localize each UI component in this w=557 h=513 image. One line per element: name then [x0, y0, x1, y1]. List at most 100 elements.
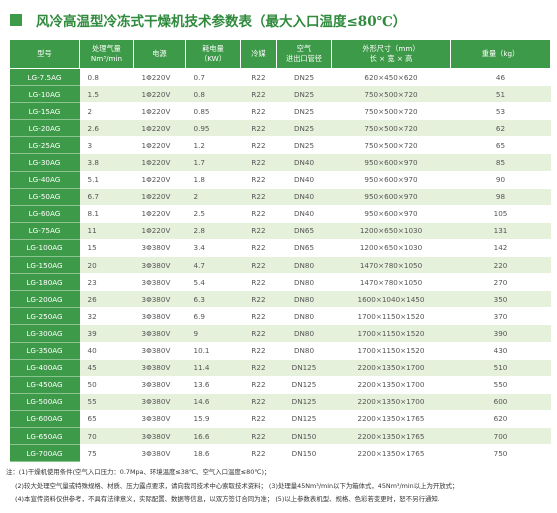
data-cell: 8.1	[79, 205, 134, 223]
data-cell: 3Φ380V	[133, 359, 186, 377]
data-cell: 70	[79, 427, 134, 446]
model-cell: LG-75AG	[9, 222, 80, 240]
data-cell: 15.9	[185, 410, 241, 428]
table-row: LG-20AG 2.6 1Φ220V 0.95 R22 DN25 750×500×720 62	[9, 119, 551, 138]
data-cell: R22	[240, 427, 277, 446]
data-cell: R22	[240, 376, 277, 394]
data-cell: 3.4	[185, 239, 241, 258]
model-cell: LG-500AG	[9, 393, 80, 411]
data-cell: 950×600×970	[331, 188, 451, 206]
data-cell: DN125	[276, 393, 332, 411]
table-row: LG-250AG 32 3Φ380V 6.9 R22 DN80 1700×1150×1520…	[9, 307, 551, 326]
data-cell: 98	[450, 188, 551, 206]
table-row: LG-7.5AG 0.8 1Φ220V 0.7 R22 DN25 620×450×620 46	[9, 68, 551, 87]
model-cell: LG-400AG	[9, 359, 80, 377]
data-cell: R22	[240, 153, 277, 172]
table-row: LG-10AG 1.5 1Φ220V 0.8 R22 DN25 750×500×720 51	[9, 85, 551, 104]
data-cell: DN40	[276, 171, 332, 189]
table-row: LG-75AG 11 1Φ220V 2.8 R22 DN65 1200×650×1030 13…	[9, 222, 551, 240]
note-line: (2)较大处理空气量或特殊规格、材质、压力露点要求，请向我司技术中心索取技术资料…	[15, 481, 459, 490]
data-cell: 350	[450, 290, 551, 309]
data-cell: 3Φ380V	[133, 290, 186, 309]
data-cell: DN25	[276, 85, 332, 104]
header-line: 处理气量	[92, 44, 121, 53]
header-line: 重量（kg）	[481, 49, 520, 58]
model-cell: LG-25AG	[9, 136, 80, 155]
data-cell: DN25	[276, 68, 332, 87]
model-cell: LG-450AG	[9, 376, 80, 394]
data-cell: 700	[450, 427, 551, 446]
data-cell: 390	[450, 324, 551, 343]
data-cell: R22	[240, 256, 277, 275]
data-cell: DN40	[276, 153, 332, 172]
data-cell: 0.95	[185, 119, 241, 138]
data-cell: 6.3	[185, 290, 241, 309]
data-cell: 1200×650×1030	[331, 222, 451, 240]
data-cell: 55	[79, 393, 134, 411]
data-cell: 62	[450, 119, 551, 138]
header-row: 型号 处理气量 Nm³/min 电源 耗电量 （KW） 冷媒 空气 进出口管径 外形尺寸（mm）长…	[9, 39, 551, 69]
header-cell: 重量（kg）	[450, 39, 551, 69]
data-cell: 1.5	[79, 85, 134, 104]
data-cell: 3Φ380V	[133, 444, 186, 463]
data-cell: R22	[240, 68, 277, 87]
data-cell: 1700×1150×1520	[331, 324, 451, 343]
data-cell: R22	[240, 290, 277, 309]
data-cell: DN80	[276, 290, 332, 309]
data-cell: DN80	[276, 342, 332, 360]
data-cell: 18.6	[185, 444, 241, 463]
data-cell: R22	[240, 307, 277, 326]
data-cell: 3Φ380V	[133, 410, 186, 428]
header-cell: 外形尺寸（mm）长 × 宽 × 高	[331, 39, 451, 69]
data-cell: 220	[450, 256, 551, 275]
model-cell: LG-350AG	[9, 342, 80, 360]
data-cell: 4.7	[185, 256, 241, 275]
data-cell: 750×500×720	[331, 119, 451, 138]
data-cell: 23	[79, 273, 134, 292]
data-cell: 3Φ380V	[133, 393, 186, 411]
data-cell: 1Φ220V	[133, 153, 186, 172]
data-cell: 1.7	[185, 153, 241, 172]
data-cell: 105	[450, 205, 551, 223]
data-cell: 2200×1350×1765	[331, 410, 451, 428]
data-cell: 6.7	[79, 188, 134, 206]
table-row: LG-600AG 65 3Φ380V 15.9 R22 DN125 2200×1350×17…	[9, 410, 551, 428]
data-cell: 950×600×970	[331, 153, 451, 172]
data-cell: 750×500×720	[331, 102, 451, 121]
table-row: LG-25AG 3 1Φ220V 1.2 R22 DN25 750×500×720 65	[9, 136, 551, 155]
data-cell: 0.7	[185, 68, 241, 87]
header-line: 长 × 宽 × 高	[369, 54, 413, 63]
model-cell: LG-15AG	[9, 102, 80, 121]
data-cell: DN25	[276, 102, 332, 121]
data-cell: R22	[240, 410, 277, 428]
data-cell: R22	[240, 444, 277, 463]
data-cell: 1700×1150×1520	[331, 307, 451, 326]
data-cell: 2	[79, 102, 134, 121]
data-cell: 3Φ380V	[133, 256, 186, 275]
data-cell: R22	[240, 239, 277, 258]
header-line: 冷媒	[251, 49, 266, 58]
data-cell: 1Φ220V	[133, 68, 186, 87]
model-cell: LG-100AG	[9, 239, 80, 258]
data-cell: 46	[450, 68, 551, 87]
data-cell: 1Φ220V	[133, 171, 186, 189]
header-cell: 处理气量 Nm³/min	[79, 39, 134, 69]
table-row: LG-60AG 8.1 1Φ220V 2.5 R22 DN40 950×600×970 105	[9, 205, 551, 223]
data-cell: 1Φ220V	[133, 188, 186, 206]
table-row: LG-350AG 40 3Φ380V 10.1 R22 DN80 1700×1150×152…	[9, 342, 551, 360]
header-line: （KW）	[200, 54, 226, 63]
data-cell: DN150	[276, 427, 332, 446]
data-cell: 13.6	[185, 376, 241, 394]
header-cell: 冷媒	[240, 39, 277, 69]
data-cell: 550	[450, 376, 551, 394]
data-cell: 1.2	[185, 136, 241, 155]
header-line: 外形尺寸（mm）	[362, 44, 420, 53]
data-cell: 950×600×970	[331, 205, 451, 223]
data-cell: R22	[240, 205, 277, 223]
model-cell: LG-40AG	[9, 171, 80, 189]
data-cell: R22	[240, 171, 277, 189]
data-cell: R22	[240, 136, 277, 155]
data-cell: 3Φ380V	[133, 239, 186, 258]
data-cell: 6.9	[185, 307, 241, 326]
